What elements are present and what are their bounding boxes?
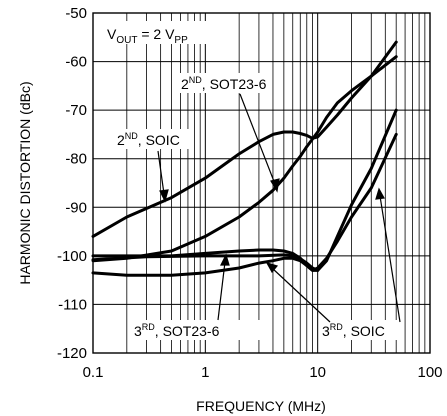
tick-labels: -120 -110 -100 -90 -80 -70 -60 -50 0.1 1 10 100 [57,5,443,381]
y-tick-label: -120 [57,345,87,362]
leader-2nd-sot23 [239,93,276,185]
arrowhead-2nd-sot23 [270,178,280,193]
x-tick-label: 0.1 [83,364,104,381]
x-axis-title: FREQUENCY (MHz) [196,398,326,414]
leader-3rd-soic-b [379,195,401,323]
series-line-4 [91,253,320,272]
series-lines [91,40,398,277]
leader-2nd-soic [157,150,165,195]
condition-box [100,21,207,44]
leader-3rd-sot23-a [217,261,226,321]
label-bg-3rd-sot23 [131,320,261,340]
label-2nd-sot23: 2ND, SOT23-6 [181,75,267,92]
arrowhead-3rd-soic-a [265,262,279,274]
y-tick-label: -80 [65,151,87,168]
label-bg-2nd-sot23 [180,73,262,93]
x-tick-label: 10 [309,364,326,381]
y-tick-label: -60 [65,54,87,71]
label-bg-3rd-soic [320,320,402,340]
condition-label: VOUT = 2 VPP [107,26,188,46]
leader-lines [157,93,401,323]
label-3rd-soic: 3RD, SOIC [322,322,385,339]
label-2nd-soic: 2ND, SOIC [117,131,180,148]
grid [93,13,430,353]
series-line-3 [91,132,398,277]
leader-3rd-soic-a [271,267,331,323]
label-bg-2nd-soic [113,129,193,149]
y-axis-title: HARMONIC DISTORTION (dBc) [17,81,33,284]
x-tick-label: 1 [201,364,209,381]
y-tick-label: -50 [65,5,87,22]
y-tick-label: -90 [65,199,87,216]
series-line-1 [91,55,398,263]
y-tick-label: -70 [65,102,87,119]
y-tick-label: -100 [57,248,87,265]
plot-frame [92,12,431,354]
arrowhead-3rd-soic-b [375,187,385,200]
y-tick-label: -110 [58,296,87,313]
series-line-0 [91,40,398,238]
x-tick-label: 100 [417,364,442,381]
arrowhead-3rd-sot23 [220,253,230,266]
label-3rd-sot23: 3RD, SOT23-6 [134,322,220,339]
arrowhead-2nd-soic [159,189,169,203]
